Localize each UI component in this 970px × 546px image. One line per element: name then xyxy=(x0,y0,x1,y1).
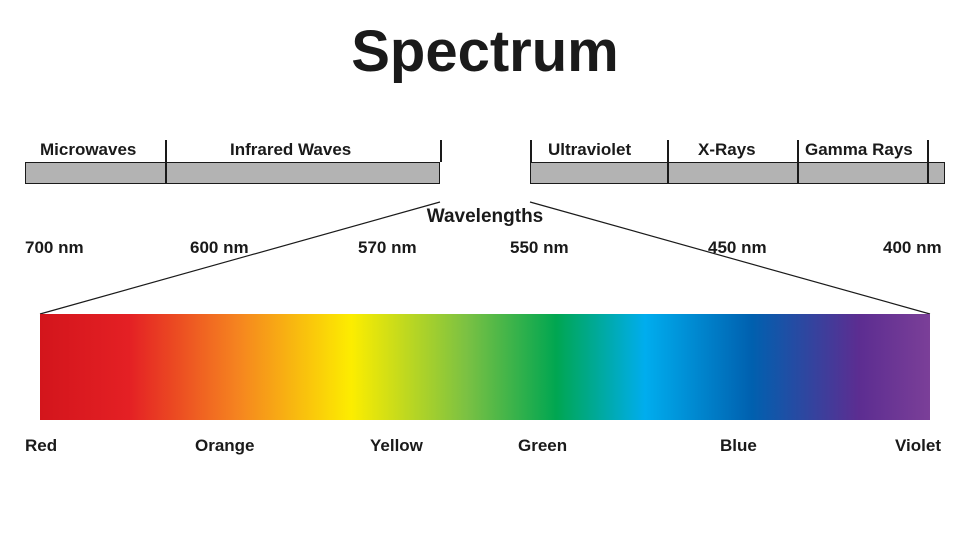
em-band-divider xyxy=(927,140,929,184)
em-band-divider xyxy=(440,140,442,162)
em-band-label: Infrared Waves xyxy=(230,140,351,160)
wavelength-label: 450 nm xyxy=(708,238,767,258)
wavelength-label: 400 nm xyxy=(883,238,942,258)
em-band-divider xyxy=(797,140,799,184)
color-label: Orange xyxy=(195,436,255,456)
diagram-title: Spectrum xyxy=(0,0,970,85)
wavelength-label: 600 nm xyxy=(190,238,249,258)
color-label: Red xyxy=(25,436,57,456)
visible-spectrum-bar xyxy=(40,314,930,420)
color-labels-row: Red Orange Yellow Green Blue Violet xyxy=(0,436,970,460)
wavelength-labels-row: 700 nm 600 nm 570 nm 550 nm 450 nm 400 nm xyxy=(0,238,970,262)
color-label: Violet xyxy=(895,436,941,456)
wavelengths-header: Wavelengths xyxy=(0,206,970,228)
em-band-row: Microwaves Infrared Waves Ultraviolet X-Ray… xyxy=(0,140,970,200)
em-band-label: Ultraviolet xyxy=(548,140,631,160)
em-band-label: Microwaves xyxy=(40,140,136,160)
color-label: Yellow xyxy=(370,436,423,456)
em-band-label: Gamma Rays xyxy=(805,140,913,160)
wavelength-label: 570 nm xyxy=(358,238,417,258)
wavelength-label: 700 nm xyxy=(25,238,84,258)
em-bar-right xyxy=(530,162,945,184)
em-bar-left xyxy=(25,162,440,184)
color-label: Blue xyxy=(720,436,757,456)
em-band-label: X-Rays xyxy=(698,140,756,160)
em-band-divider xyxy=(165,140,167,184)
wavelength-label: 550 nm xyxy=(510,238,569,258)
em-band-divider xyxy=(667,140,669,184)
color-label: Green xyxy=(518,436,567,456)
em-band-divider xyxy=(530,140,532,162)
